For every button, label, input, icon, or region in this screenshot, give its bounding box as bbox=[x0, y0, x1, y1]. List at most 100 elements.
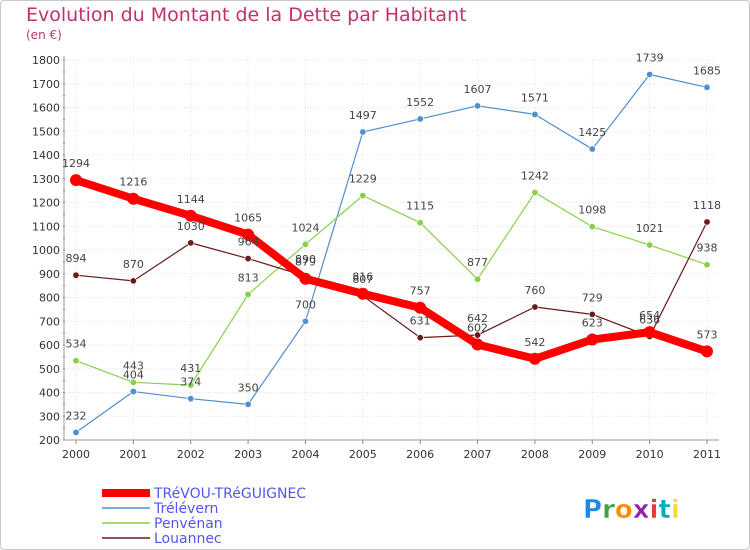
data-point bbox=[643, 326, 656, 339]
data-point bbox=[129, 378, 137, 386]
x-tick-label: 2011 bbox=[693, 448, 721, 461]
series-lines bbox=[70, 70, 713, 436]
data-label: 1294 bbox=[62, 157, 90, 170]
data-label: 404 bbox=[123, 369, 144, 382]
data-point bbox=[474, 102, 482, 110]
x-tick-label: 2007 bbox=[464, 448, 492, 461]
data-label: 350 bbox=[238, 381, 259, 394]
data-label: 374 bbox=[180, 376, 201, 389]
data-label: 1115 bbox=[406, 200, 434, 213]
data-point bbox=[184, 209, 197, 222]
x-tick-label: 2010 bbox=[636, 448, 664, 461]
data-point bbox=[301, 240, 309, 248]
data-label: 654 bbox=[639, 309, 660, 322]
x-tick-label: 2001 bbox=[119, 448, 147, 461]
data-label: 623 bbox=[582, 317, 603, 330]
series-line-0 bbox=[72, 176, 711, 363]
data-point bbox=[72, 271, 80, 279]
data-point bbox=[299, 272, 312, 285]
series-line-1 bbox=[75, 73, 708, 433]
chart-title: Evolution du Montant de la Dette par Hab… bbox=[26, 4, 467, 26]
grid bbox=[64, 59, 717, 441]
data-point bbox=[416, 219, 424, 227]
data-label: 1425 bbox=[578, 126, 606, 139]
data-point bbox=[187, 395, 195, 403]
data-point bbox=[646, 241, 654, 249]
data-label: 816 bbox=[352, 271, 373, 284]
data-point bbox=[474, 275, 482, 283]
data-point bbox=[356, 287, 369, 300]
data-label: 1024 bbox=[291, 221, 319, 234]
data-point bbox=[588, 223, 596, 231]
data-label: 1065 bbox=[234, 212, 262, 225]
data-label: 760 bbox=[524, 284, 545, 297]
data-point bbox=[187, 381, 195, 389]
data-point bbox=[244, 400, 252, 408]
data-point bbox=[70, 174, 82, 187]
data-label: 890 bbox=[295, 253, 316, 266]
data-point bbox=[531, 189, 539, 197]
y-tick-label: 1400 bbox=[32, 149, 60, 162]
data-point bbox=[588, 145, 596, 153]
data-point bbox=[646, 70, 654, 78]
data-label: 1144 bbox=[177, 193, 205, 206]
x-tick-label: 2005 bbox=[349, 448, 377, 461]
data-label: 877 bbox=[467, 256, 488, 269]
data-point bbox=[127, 192, 140, 205]
series-line-3 bbox=[75, 221, 708, 339]
data-label: 1021 bbox=[636, 222, 664, 235]
y-tick-label: 1200 bbox=[32, 197, 60, 210]
data-label: 1571 bbox=[521, 91, 549, 104]
legend: TRéVOU-TRéGUIGNECTrélévernPenvénanLouann… bbox=[102, 486, 306, 547]
legend-label: Penvénan bbox=[154, 516, 223, 532]
data-label: 1229 bbox=[349, 173, 377, 186]
data-labels: 1294 1216 1144 1065 879 816 757 602 542 623 654 573… bbox=[62, 51, 721, 422]
axes: 200 300 400 500 600 700 800 900 1000 1100 1200 1300… bbox=[32, 54, 721, 461]
y-tick-label: 700 bbox=[39, 315, 60, 328]
data-label: 757 bbox=[410, 285, 431, 298]
data-label: 879 bbox=[295, 256, 316, 269]
data-label: 1739 bbox=[636, 51, 664, 64]
data-label: 894 bbox=[66, 252, 87, 265]
y-tick-label: 1300 bbox=[32, 173, 60, 186]
data-point bbox=[471, 338, 484, 351]
data-label: 602 bbox=[467, 322, 488, 335]
data-point bbox=[359, 192, 367, 200]
data-point bbox=[187, 239, 195, 247]
data-point bbox=[701, 345, 713, 358]
data-point bbox=[588, 310, 596, 318]
data-point bbox=[703, 218, 711, 226]
data-label: 1098 bbox=[578, 204, 606, 217]
data-point bbox=[72, 428, 80, 436]
data-label: 813 bbox=[238, 271, 259, 284]
data-label: 1242 bbox=[521, 170, 549, 183]
chart-subtitle: (en €) bbox=[26, 28, 62, 42]
x-tick-label: 2008 bbox=[521, 448, 549, 461]
data-label: 631 bbox=[410, 315, 431, 328]
data-label: 964 bbox=[238, 236, 259, 249]
x-tick-label: 2009 bbox=[578, 448, 606, 461]
legend-label: Louannec bbox=[154, 531, 222, 547]
data-label: 1216 bbox=[119, 176, 147, 189]
data-label: 542 bbox=[524, 336, 545, 349]
data-label: 431 bbox=[180, 362, 201, 375]
x-tick-label: 2000 bbox=[62, 448, 90, 461]
data-point bbox=[703, 261, 711, 269]
data-label: 1685 bbox=[693, 64, 721, 77]
data-label: 870 bbox=[123, 258, 144, 271]
data-point bbox=[301, 317, 309, 325]
data-label: 1497 bbox=[349, 109, 377, 122]
data-point bbox=[242, 228, 255, 241]
data-point bbox=[129, 277, 137, 285]
legend-label: Trélévern bbox=[153, 501, 218, 517]
series-line-2 bbox=[75, 191, 708, 386]
data-point bbox=[474, 331, 482, 339]
data-point bbox=[129, 388, 137, 396]
y-tick-label: 1000 bbox=[32, 244, 60, 257]
data-label: 636 bbox=[639, 313, 660, 326]
data-point bbox=[244, 290, 252, 298]
data-label: 534 bbox=[66, 338, 87, 351]
data-point bbox=[416, 115, 424, 123]
